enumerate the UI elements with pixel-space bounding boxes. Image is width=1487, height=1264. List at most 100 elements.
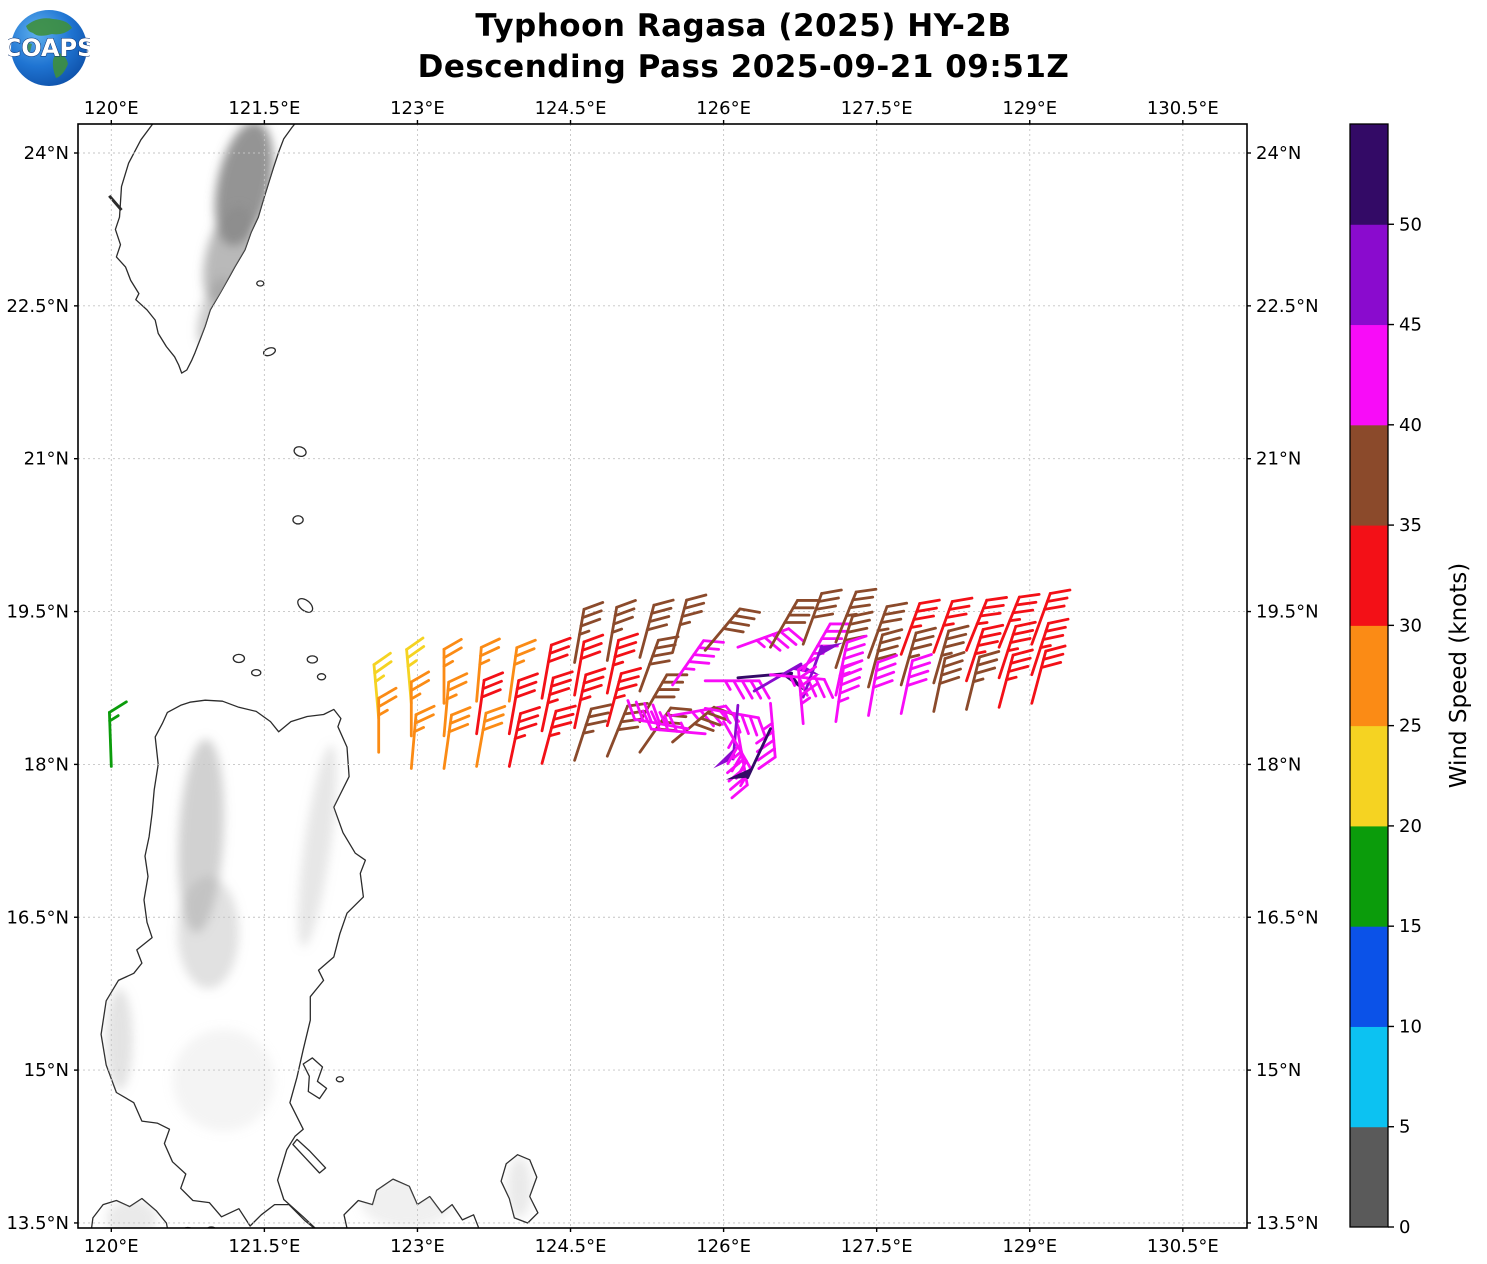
- lat-label-left: 24°N: [24, 143, 69, 164]
- coastline-polillo-island: [302, 1057, 328, 1100]
- barb-full-tick: [1047, 617, 1070, 625]
- barb-half-tick: [478, 658, 491, 666]
- small-island: [293, 446, 307, 458]
- barb-full-tick: [974, 666, 997, 675]
- barb-half-tick: [413, 726, 425, 734]
- wind-barb: [703, 607, 762, 652]
- small-island: [232, 653, 246, 664]
- coaps-globe-icon: COAPS: [3, 10, 95, 86]
- barb-full-tick: [615, 683, 638, 692]
- coaps-logo-text: COAPS: [8, 34, 90, 62]
- colorbar-band: [1350, 825, 1388, 927]
- barb-full-tick: [757, 679, 771, 700]
- barb-full-tick: [940, 667, 962, 677]
- barb-half-tick: [723, 679, 732, 691]
- wind-barb: [997, 592, 1041, 649]
- lon-label-top: 127.5°E: [841, 98, 913, 119]
- colorbar-tick-label: 35: [1399, 515, 1422, 536]
- barb-full-tick: [797, 665, 818, 680]
- colorbar-band: [1350, 926, 1388, 1027]
- lon-label-top: 129°E: [1002, 98, 1057, 119]
- barb-full-tick: [878, 636, 901, 645]
- barb-full-tick: [692, 653, 716, 658]
- wind-barb: [405, 636, 426, 705]
- small-island: [292, 515, 304, 525]
- chart-title-line1: Typhoon Ragasa (2025) HY-2B: [475, 8, 1012, 44]
- barb-half-tick: [663, 714, 670, 727]
- barb-full-tick: [650, 606, 673, 615]
- barb-half-tick: [578, 629, 591, 636]
- barb-half-tick: [1006, 647, 1020, 653]
- barb-full-tick: [616, 725, 640, 732]
- barb-full-tick: [1017, 592, 1041, 599]
- barb-full-tick: [944, 632, 968, 641]
- barb-full-tick: [798, 673, 818, 689]
- barb-full-tick: [515, 638, 537, 650]
- barb-full-tick: [442, 646, 463, 660]
- wind-barb: [409, 704, 436, 770]
- wind-barb: [641, 709, 707, 736]
- barb-full-tick: [1039, 660, 1063, 669]
- barb-full-tick: [484, 704, 507, 715]
- colorbar-band: [1350, 224, 1388, 326]
- terrain-blob: [177, 876, 239, 989]
- landmasses: [90, 124, 539, 1228]
- wind-barb: [573, 633, 605, 697]
- colorbar-band: [1350, 725, 1388, 827]
- small-island: [316, 673, 327, 681]
- barb-half-tick: [406, 659, 418, 668]
- barb-full-tick: [985, 596, 1008, 602]
- barb-full-tick: [981, 623, 1005, 631]
- barb-full-tick: [442, 637, 463, 651]
- barb-full-tick: [1014, 620, 1037, 628]
- wind-barb: [605, 599, 637, 662]
- barb-full-tick: [515, 680, 538, 691]
- barb-full-tick: [905, 678, 928, 688]
- barb-full-tick: [554, 704, 577, 713]
- wind-barb: [997, 648, 1034, 709]
- wind-barb: [867, 654, 899, 717]
- barb-full-tick: [1011, 608, 1035, 615]
- barb-full-tick: [726, 744, 740, 766]
- lat-label-right: 18°N: [1256, 754, 1301, 775]
- barb-full-tick: [1009, 656, 1032, 665]
- barb-full-tick: [549, 636, 572, 647]
- barb-full-tick: [582, 633, 605, 644]
- wind-barb: [867, 628, 904, 689]
- barb-full-tick: [405, 636, 425, 651]
- barb-full-tick: [874, 652, 897, 661]
- small-island: [335, 1076, 345, 1083]
- lat-label-right: 16.5°N: [1256, 907, 1319, 928]
- barb-full-tick: [945, 612, 968, 619]
- wind-barb: [475, 637, 501, 703]
- barb-full-tick: [582, 601, 605, 611]
- barb-half-tick: [610, 627, 624, 634]
- barb-full-tick: [947, 604, 971, 611]
- small-island: [330, 1227, 337, 1228]
- barb-full-tick: [733, 614, 756, 621]
- barb-full-tick: [851, 610, 874, 618]
- barb-staff: [752, 662, 803, 693]
- colorbar-band: [1350, 1026, 1388, 1128]
- barb-full-tick: [979, 631, 1002, 639]
- barb-full-tick: [873, 670, 896, 681]
- barb-staff: [746, 727, 772, 780]
- barb-full-tick: [447, 672, 469, 684]
- wind-barb: [834, 587, 878, 644]
- barb-full-tick: [650, 710, 662, 732]
- wind-barb: [409, 670, 431, 738]
- map-frame: [77, 123, 1248, 1229]
- barb-full-tick: [911, 653, 933, 663]
- wind-barb: [801, 588, 843, 646]
- wind-barb: [475, 671, 505, 736]
- barb-full-tick: [645, 623, 668, 632]
- barb-full-tick: [682, 601, 706, 610]
- barb-full-tick: [657, 688, 680, 691]
- colorbar-band: [1350, 324, 1388, 426]
- barb-full-tick: [515, 722, 538, 732]
- barb-full-tick: [811, 612, 835, 619]
- barb-full-tick: [1043, 604, 1066, 611]
- barb-full-tick: [409, 679, 431, 692]
- barb-half-tick: [442, 659, 455, 668]
- wind-barb: [671, 593, 708, 654]
